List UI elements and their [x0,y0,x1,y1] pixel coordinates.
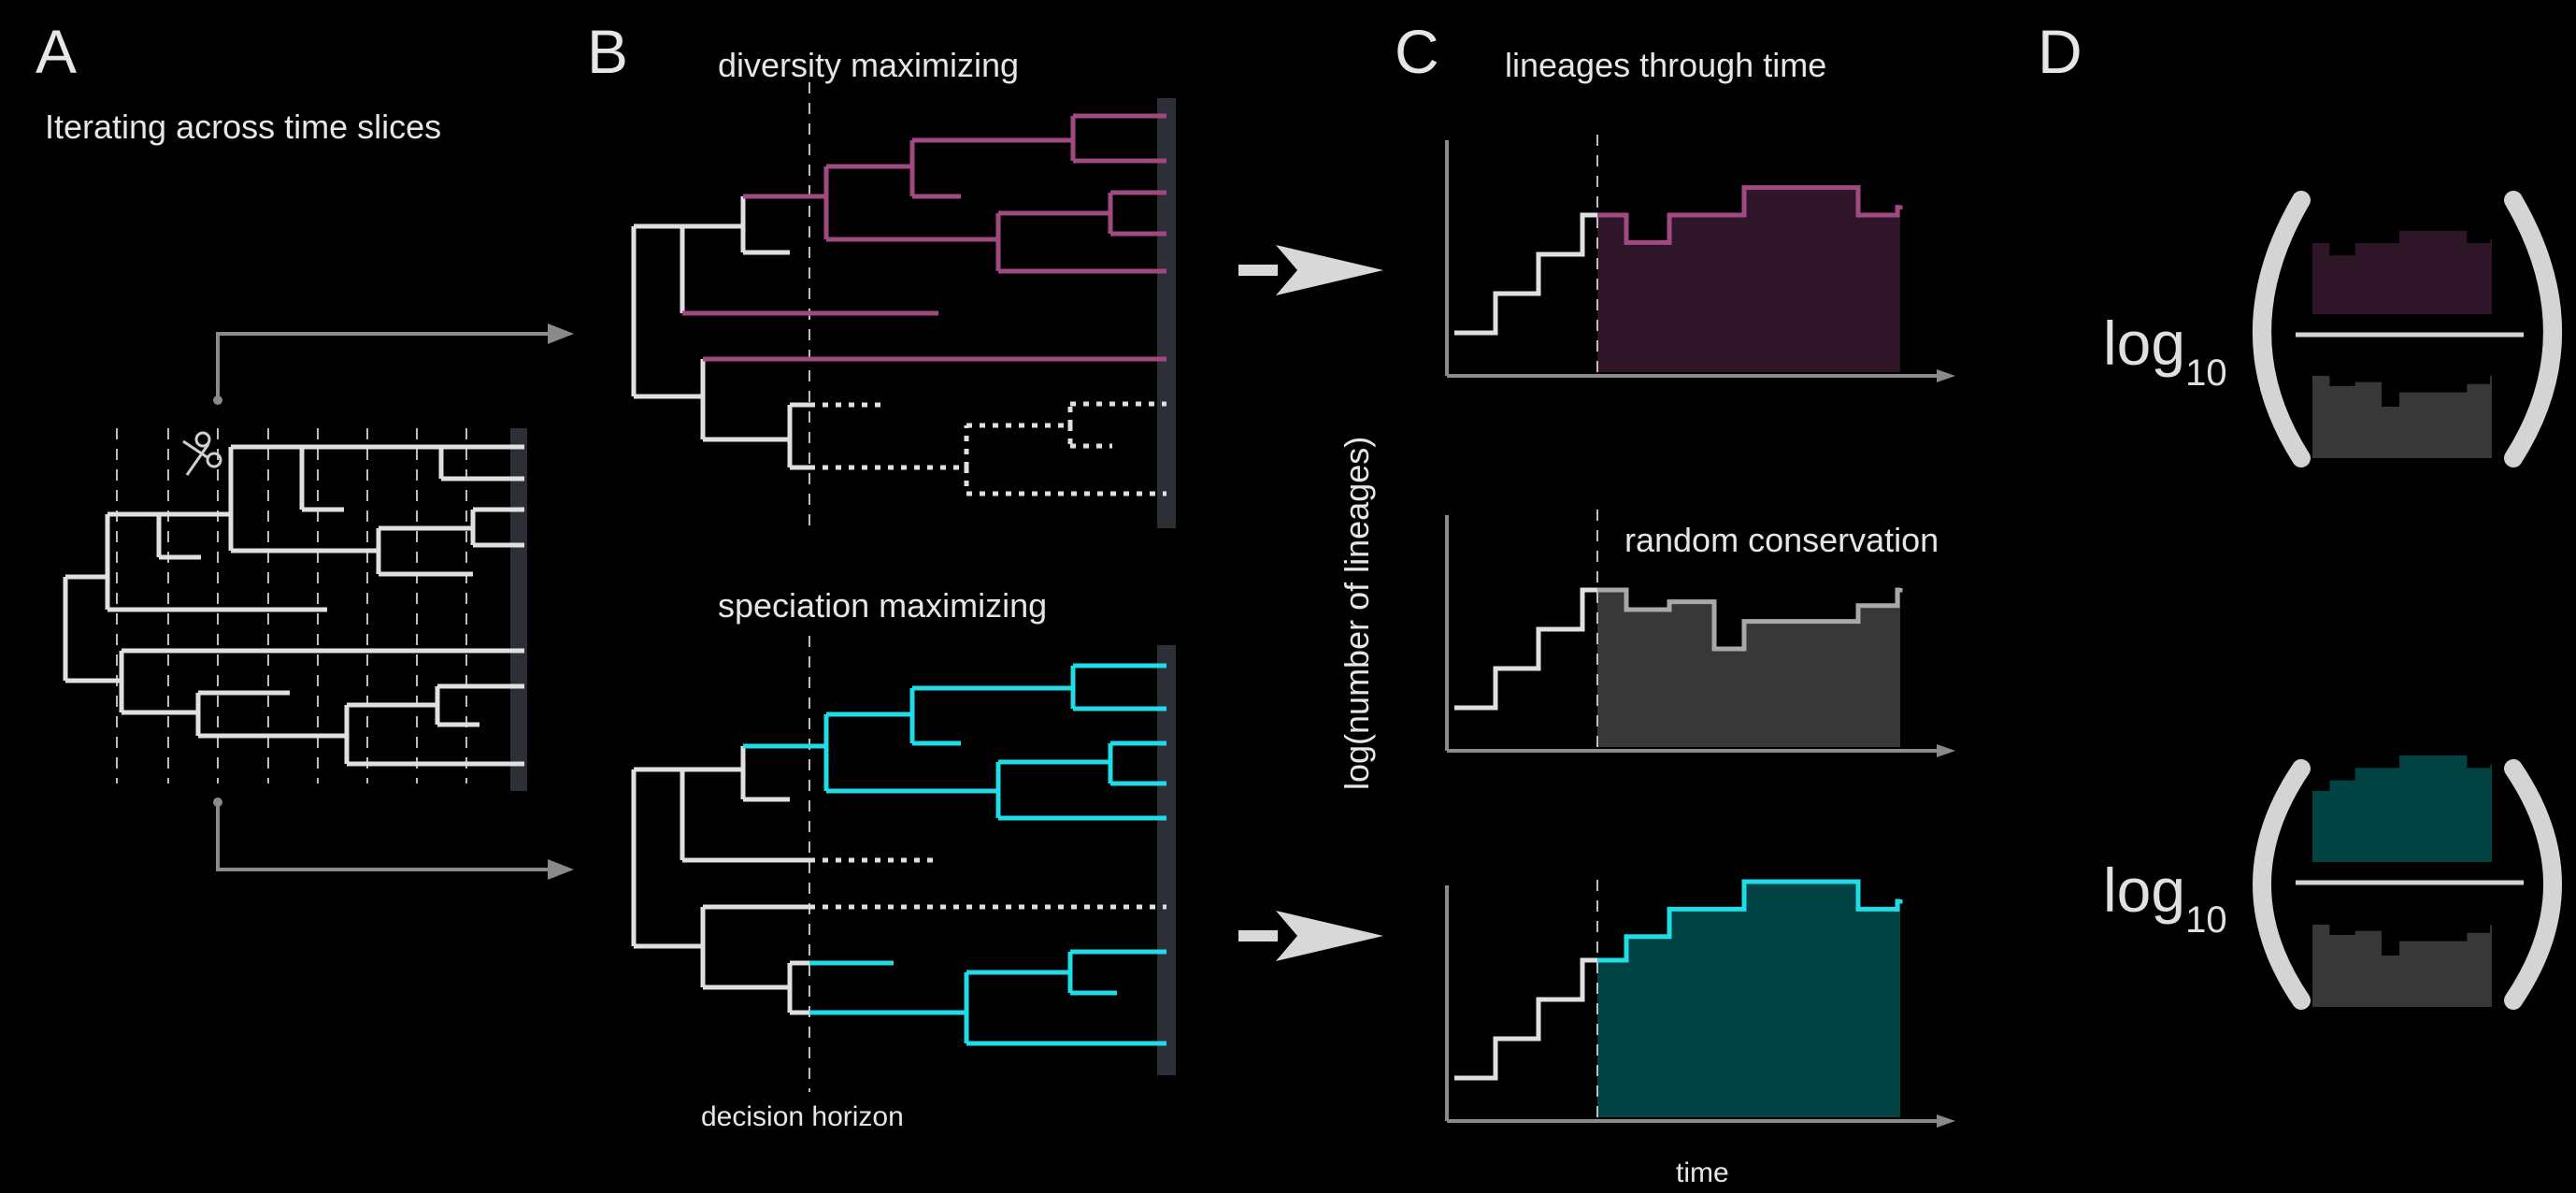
right-arrow-icon [548,323,574,344]
panel-b-title-bottom: speciation maximizing [718,586,1047,625]
panel-c-letter: C [1395,17,1439,86]
connector-dot [213,395,222,405]
right-arrow-icon [548,859,574,880]
left-paren-icon [2253,191,2311,467]
panel-a-title: Iterating across time slices [45,108,441,146]
ltt-fill-area [1597,590,1900,747]
connector-arrows [216,332,551,871]
connector-dot [213,798,222,807]
x-axis-label: time [1676,1157,1729,1188]
log-label: log10 [2103,855,2227,941]
mini-histogram-random [2312,376,2492,458]
panel-d-letter: D [2038,17,2082,86]
panel-c-title: lineages through time [1505,46,1826,84]
random-conservation-label: random conservation [1624,521,1939,559]
arrow-shaft [1238,265,1278,276]
panel-b-title-top: diversity maximizing [718,46,1019,84]
ltt-chart-random [1445,510,1955,757]
scissors-icon [182,431,222,476]
tree-b-top-tip-bar [1157,98,1176,528]
mini-histogram-speciation [2312,755,2492,862]
right-paren-icon [2504,191,2562,467]
ltt-chart-speciation [1445,879,1955,1128]
ltt-line-future [1597,879,1903,963]
mini-histogram-random [2312,925,2492,1007]
ltt-line-future [1597,185,1903,245]
left-paren-icon [2253,759,2311,1010]
time-slice-lines [116,428,467,783]
x-axis-arrow-icon [1937,744,1955,757]
ltt-line-past [1454,587,1597,711]
y-axis-label: log(number of lineages) [1338,437,1376,790]
ltt-line-future [1597,587,1903,652]
panel-b-letter: B [587,17,628,86]
x-axis-arrow-icon [1937,369,1955,382]
panel-a-letter: A [36,17,77,86]
log-label: log10 [2103,309,2227,394]
ltt-chart-diversity [1445,135,1955,382]
ltt-fill-area [1597,882,1900,1117]
log-ratio-speciation: log10 [2103,755,2562,1010]
right-paren-icon [2504,759,2562,1010]
tree-speciation [631,663,1166,1046]
tree-a-tip-bar [510,428,527,791]
x-axis-arrow-icon [1937,1114,1955,1128]
ltt-line-past [1454,212,1597,336]
tree-b-bottom-tip-bar [1157,645,1176,1075]
right-arrow-icon [1276,911,1383,961]
mini-histogram-diversity [2312,230,2492,314]
tree-a [63,444,524,767]
log-ratio-diversity: log10 [2103,191,2562,467]
arrow-shaft [1238,930,1278,941]
ltt-line-past [1454,957,1597,1081]
big-arrows [1238,245,1383,961]
tree-diversity [631,113,1166,496]
right-arrow-icon [1276,245,1383,295]
ltt-fill-area [1597,187,1900,372]
decision-horizon-label: decision horizon [701,1101,904,1132]
